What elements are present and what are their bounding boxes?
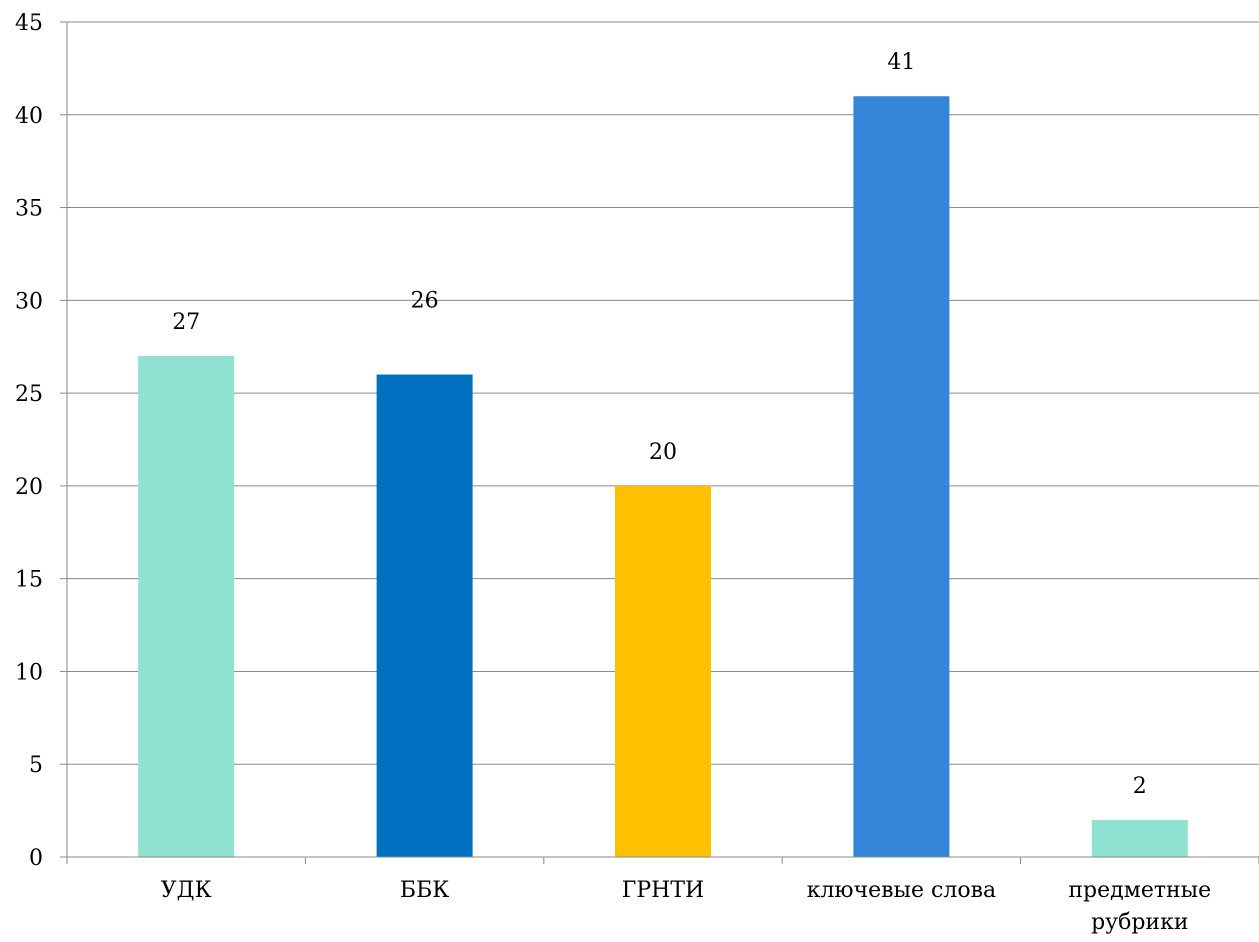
- data-label-0: 27: [172, 310, 200, 335]
- data-label-4: 2: [1133, 774, 1147, 799]
- x-tick-label-line: предметные: [1068, 878, 1211, 903]
- x-tick-label-2: ГРНТИ: [622, 878, 704, 903]
- bar-2: [615, 485, 711, 857]
- x-tick-label-4: предметные рубрики: [1068, 878, 1211, 935]
- y-tick-label-30: 30: [15, 289, 43, 314]
- data-label-3: 41: [887, 50, 915, 75]
- x-tick-label-1: ББК: [400, 878, 449, 903]
- bar-3: [853, 96, 950, 857]
- axes: [60, 21, 1259, 864]
- bar-1: [376, 374, 473, 857]
- y-tick-label-40: 40: [15, 104, 43, 129]
- y-tick-label-5: 5: [29, 753, 43, 778]
- bar-0: [138, 356, 235, 857]
- data-label-1: 26: [411, 289, 439, 314]
- x-tick-label-line: ключевые слова: [807, 878, 996, 903]
- y-tick-label-15: 15: [15, 568, 43, 593]
- x-tick-label-line: рубрики: [1091, 910, 1188, 935]
- data-labels: 27 26 20 41 2: [172, 50, 1147, 799]
- y-tick-label-45: 45: [15, 11, 43, 36]
- bars: [138, 96, 1188, 857]
- x-axis-category-labels: УДК ББК ГРНТИ ключевые слова предметные рубри…: [161, 878, 1211, 935]
- x-tick-label-0: УДК: [161, 878, 212, 903]
- y-tick-label-10: 10: [15, 660, 43, 685]
- x-tick-label-line: ББК: [400, 878, 449, 903]
- y-tick-label-0: 0: [29, 846, 43, 871]
- y-tick-label-35: 35: [15, 197, 43, 222]
- bar-4: [1091, 819, 1188, 857]
- y-tick-label-20: 20: [15, 475, 43, 500]
- data-label-2: 20: [649, 440, 677, 465]
- x-tick-label-line: УДК: [161, 878, 212, 903]
- y-axis-tick-labels: 0 5 10 15 20 25 30 35 40 45: [15, 11, 43, 871]
- gridlines: [67, 21, 1259, 765]
- x-tick-label-line: ГРНТИ: [622, 878, 704, 903]
- y-tick-label-25: 25: [15, 382, 43, 407]
- x-tick-label-3: ключевые слова: [807, 878, 996, 903]
